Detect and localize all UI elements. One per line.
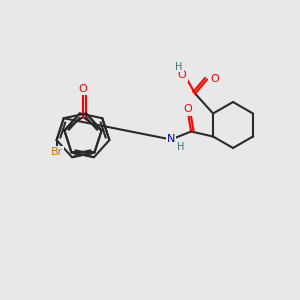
Text: H: H: [177, 142, 185, 152]
Text: N: N: [167, 134, 175, 145]
Text: O: O: [79, 84, 87, 94]
Text: H: H: [176, 61, 183, 71]
Text: O: O: [211, 74, 220, 85]
Text: O: O: [184, 104, 193, 115]
Text: O: O: [178, 70, 187, 80]
Text: Br: Br: [50, 147, 63, 157]
